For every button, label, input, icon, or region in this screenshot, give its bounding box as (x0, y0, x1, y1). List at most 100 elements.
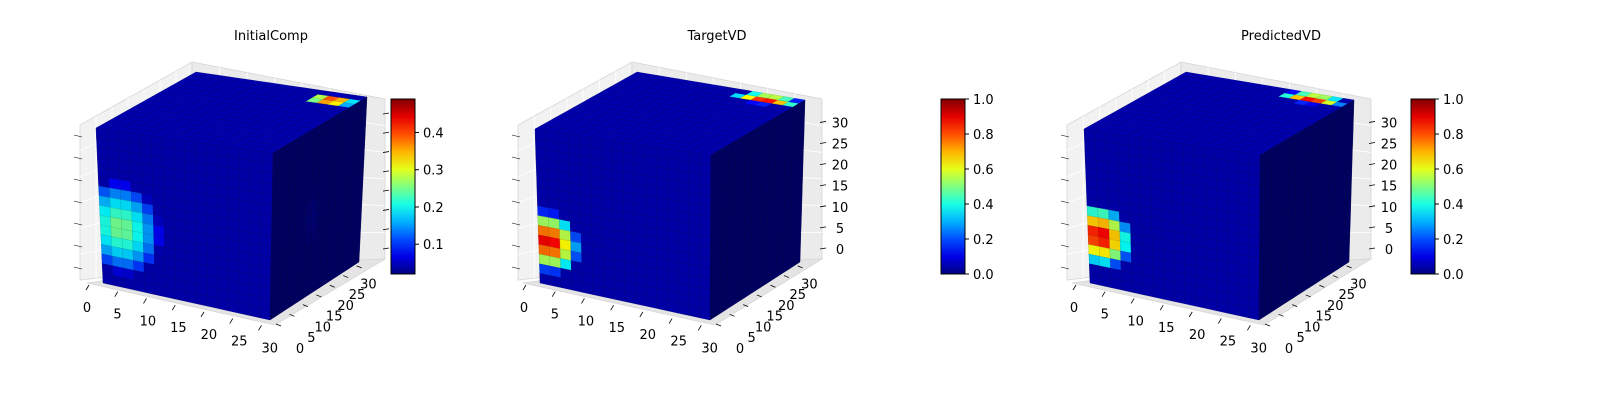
cube-face-side (269, 96, 368, 321)
colorbar-ramp (940, 98, 966, 275)
y-tick-mark (1278, 313, 1284, 317)
voxel-cell (634, 183, 646, 196)
z-tick-label: 15 (832, 180, 849, 195)
voxel-cell (1248, 214, 1260, 228)
colorbar-tick-label: 0.4 (1443, 198, 1464, 213)
voxel-cell (557, 151, 569, 164)
voxel-cell (1248, 183, 1261, 197)
voxel-cell (1183, 173, 1195, 186)
z-tick-mark (1368, 163, 1376, 166)
voxel-cell (173, 178, 186, 192)
y-tick-mark (356, 265, 362, 269)
voxel-cell (1127, 135, 1140, 148)
colorbar-tick-label: 0.3 (423, 164, 444, 179)
voxel-cell (162, 147, 175, 160)
voxel-cell (129, 142, 142, 155)
voxel-cell (140, 134, 152, 146)
voxel-cell (217, 185, 229, 199)
x-tick-mark (229, 318, 234, 324)
z-tick-label: 30 (832, 116, 849, 131)
x-tick-label: 15 (170, 321, 187, 336)
voxel-cell (1105, 132, 1118, 144)
left-tick-mark (1060, 156, 1070, 160)
y-tick-mark (289, 313, 295, 317)
voxel-cell (699, 153, 712, 166)
colorbar-tick-label: 0.2 (423, 201, 444, 216)
voxel-cell (163, 196, 175, 210)
voxel-cell (633, 163, 646, 176)
voxel-cell (353, 251, 360, 266)
voxel-cell (603, 286, 615, 300)
panel-targetvd: TargetVD 0 5 10 15 20 25 30 0510152025300510152… (511, 29, 994, 357)
colorbar-tick-label: 0.0 (1443, 268, 1464, 283)
voxel-cell (118, 160, 131, 173)
voxel-cell (1226, 170, 1239, 183)
voxel-cell (612, 179, 624, 193)
voxel-cell (1204, 156, 1217, 170)
voxel-cell (546, 140, 558, 152)
voxel-cell (699, 163, 712, 176)
voxel-cell (579, 154, 591, 167)
y-tick-mark (329, 284, 335, 288)
voxel-cell (1084, 138, 1096, 151)
voxel-cell (611, 150, 624, 163)
voxel-cell (1226, 160, 1239, 173)
voxel-cell (239, 178, 251, 192)
voxel-cell (633, 153, 646, 166)
voxel-cell (688, 161, 701, 175)
left-tick-mark (511, 200, 521, 204)
left-tick-mark (73, 266, 83, 270)
y-tick-label: 30 (1350, 277, 1367, 292)
voxel-cell (1182, 153, 1195, 166)
voxel-cell (96, 137, 109, 150)
x-tick-mark (522, 284, 527, 291)
x-tick-label: 20 (201, 328, 218, 343)
voxel-cell (699, 204, 711, 218)
left-tick-mark (511, 244, 521, 248)
voxel-cell (644, 155, 657, 168)
voxel-cell (1248, 173, 1261, 187)
y-tick-label: 5 (307, 331, 315, 346)
voxel-cell (613, 289, 626, 302)
y-tick-label: 20 (778, 299, 795, 314)
voxel-cell (677, 170, 690, 183)
voxel-cell (239, 168, 251, 182)
colorbar-tick-label: 0.8 (973, 128, 994, 143)
voxel-cell (1183, 163, 1195, 176)
voxel-cell (688, 304, 700, 318)
voxel-cell (228, 146, 241, 159)
voxel-cell (1117, 143, 1129, 156)
x-tick-label: 5 (113, 308, 121, 323)
x-tick-label: 10 (578, 314, 595, 329)
voxel-cell (611, 140, 624, 153)
voxel-cell (140, 153, 153, 166)
voxel-cell (184, 140, 196, 153)
voxel-cell (556, 132, 569, 144)
left-tick-mark (1060, 134, 1070, 138)
y-tick-mark (275, 323, 282, 327)
voxel-cell (1138, 146, 1151, 159)
x-tick-label: 20 (1189, 328, 1206, 343)
z-tick-mark (819, 142, 827, 144)
voxel-cell (228, 187, 240, 201)
voxel-cell (163, 186, 175, 200)
voxel-cell (635, 293, 647, 307)
y-tick-label: 10 (315, 320, 332, 335)
voxel-cell (261, 161, 274, 175)
y-tick-label: 25 (1339, 288, 1356, 303)
left-tick-mark (511, 266, 521, 270)
x-tick-mark (551, 291, 556, 297)
voxel-cell (1205, 187, 1217, 200)
voxel-cell (1215, 188, 1228, 202)
x-tick-mark (639, 311, 644, 318)
voxel-cell (118, 140, 131, 153)
voxel-cell (250, 180, 262, 194)
voxel-cell (165, 286, 177, 300)
x-tick-mark (258, 325, 262, 331)
z-tick-label: 25 (832, 138, 849, 153)
z-tick-label: 5 (1385, 222, 1393, 237)
voxel-cell (248, 304, 260, 318)
x-tick-mark (1159, 304, 1164, 311)
voxel-cell (699, 214, 711, 228)
